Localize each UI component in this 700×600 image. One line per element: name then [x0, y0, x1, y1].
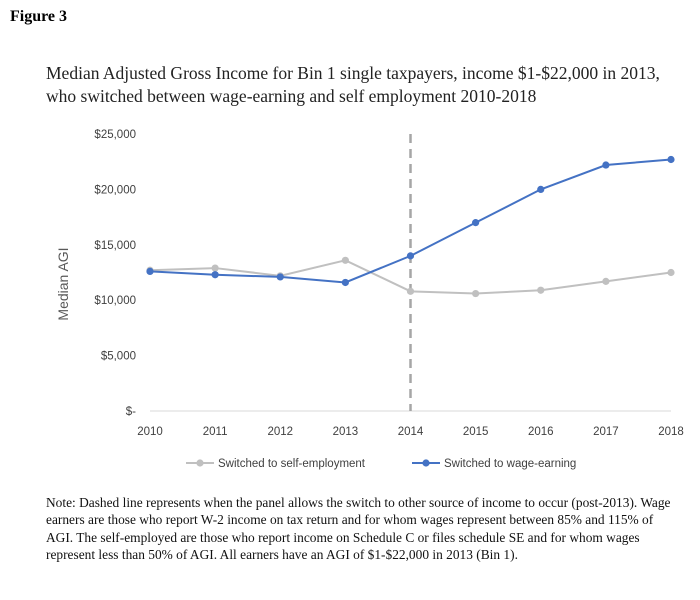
x-tick-label: 2016: [528, 426, 554, 438]
figure-label: Figure 3: [10, 8, 68, 25]
data-point: [406, 252, 415, 260]
data-point: [341, 256, 349, 264]
data-point: [276, 273, 284, 281]
x-tick-label: 2012: [267, 426, 293, 438]
chart-note: Note: Dashed line represents when the pa…: [46, 495, 671, 563]
legend-label: Switched to self-employment: [218, 458, 366, 470]
x-tick-label: 2015: [463, 426, 489, 438]
legend-swatch-marker: [196, 459, 204, 467]
data-point: [667, 155, 675, 164]
legend: Switched to self-employment Switched to w…: [186, 458, 576, 470]
y-axis-ticks: $- $5,000 $10,000 $15,000 $20,000 $25,000: [94, 129, 136, 418]
y-tick-label: $5,000: [101, 351, 136, 363]
data-point: [146, 267, 154, 275]
data-point: [472, 289, 480, 298]
legend-label: Switched to wage-earning: [444, 458, 576, 470]
data-point: [537, 185, 545, 193]
chart-title: Median Adjusted Gross Income for Bin 1 s…: [46, 63, 660, 106]
data-point: [472, 219, 480, 227]
x-tick-label: 2010: [137, 426, 163, 438]
y-tick-label: $15,000: [94, 240, 136, 252]
y-axis-label: Median AGI: [55, 247, 71, 320]
y-tick-label: $20,000: [94, 184, 136, 196]
series-2: [146, 155, 675, 287]
legend-swatch-marker: [422, 459, 430, 467]
data-point: [406, 287, 415, 295]
data-point: [602, 277, 610, 285]
x-tick-label: 2018: [658, 426, 684, 438]
data-point: [602, 161, 610, 169]
legend-item: Switched to self-employment: [186, 458, 366, 470]
x-tick-label: 2014: [398, 426, 424, 438]
data-point: [537, 286, 545, 294]
x-axis-ticks: 2010 2011 2012 2013 2014 2015 2016 2017 2018: [137, 426, 684, 438]
series-group: [146, 155, 675, 298]
data-point: [211, 271, 219, 279]
y-tick-label: $10,000: [94, 295, 136, 307]
series-line: [149, 158, 672, 284]
line-chart: Median AGI $- $5,000 $10,000 $15,000 $20,000…: [55, 129, 684, 470]
legend-item: Switched to wage-earning: [412, 458, 576, 470]
data-point: [341, 278, 349, 287]
series-1: [146, 256, 675, 298]
x-tick-label: 2011: [203, 426, 228, 438]
x-tick-label: 2013: [333, 426, 359, 438]
y-tick-label: $-: [126, 406, 136, 418]
x-tick-label: 2017: [593, 426, 619, 438]
y-tick-label: $25,000: [94, 129, 136, 141]
data-point: [211, 264, 219, 272]
data-point: [667, 268, 675, 277]
